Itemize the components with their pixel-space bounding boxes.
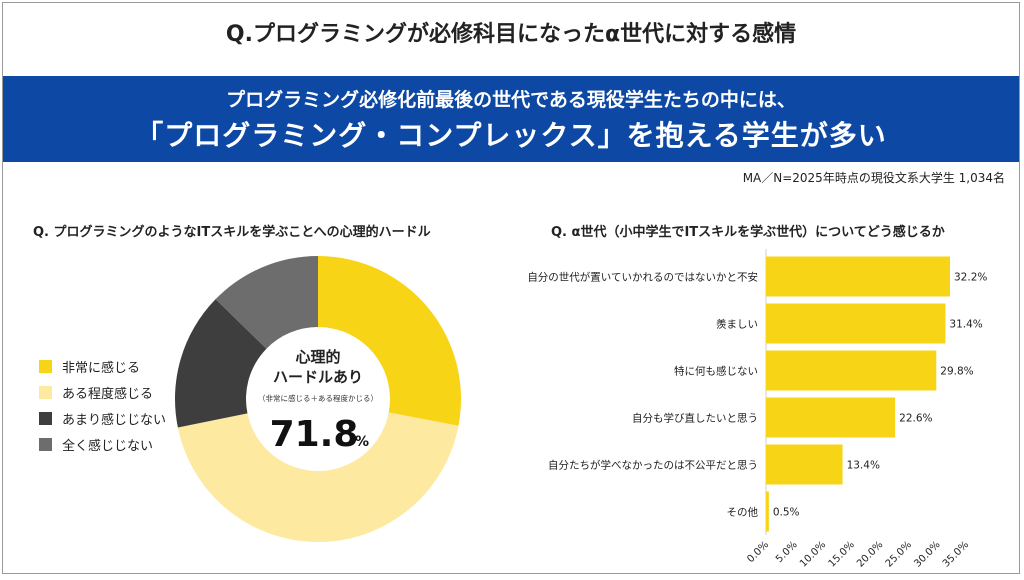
- bar-value-label: 13.4%: [847, 460, 880, 472]
- bar-chart: 自分の世代が置いていかれるのではないかと不安 32.2% 羨ましい 31.4% 特に何も…: [527, 249, 987, 570]
- x-tick-label: 5.0%: [774, 539, 800, 565]
- legend-swatch: [39, 437, 52, 451]
- bar-category-label: 自分も学び直したいと思う: [632, 412, 758, 425]
- legend-item: 全く感じじない: [39, 431, 166, 457]
- bar-value-label: 31.4%: [949, 319, 982, 331]
- x-tick-label: 30.0%: [912, 539, 942, 569]
- donut-slice-2: [177, 412, 459, 542]
- x-tick-label: 25.0%: [884, 539, 914, 569]
- banner-line-1: プログラミング必修化前最後の世代である現役学生たちの中には、: [226, 89, 796, 111]
- x-tick-label: 0.0%: [745, 539, 771, 565]
- banner-line-2: 「プログラミング・コンプレックス」を抱える学生が多い: [135, 119, 887, 152]
- x-tick-label: 35.0%: [941, 539, 971, 569]
- bar-category-label: 自分の世代が置いていかれるのではないかと不安: [527, 271, 758, 284]
- legend-swatch: [39, 411, 52, 425]
- donut-center-unit: %: [355, 434, 369, 450]
- legend-item: 非常に感じる: [39, 353, 166, 379]
- donut-center-value: 71.8: [270, 414, 359, 455]
- donut-slice-4: [215, 256, 318, 349]
- bar: [766, 350, 937, 391]
- legend-label: ある程度感じる: [62, 386, 154, 402]
- legend-label: 非常に感じる: [62, 360, 141, 376]
- donut-slice-1: [318, 256, 461, 426]
- donut-center-sub: （非常に感じる＋ある程度かじる）: [258, 393, 378, 403]
- bar-category-label: 特に何も感じない: [674, 365, 758, 378]
- bar-chart-title: Q. α世代（小中学生でITスキルを学ぶ世代）についてどう感じるか: [551, 225, 945, 240]
- bar: [766, 444, 843, 485]
- donut-center: [248, 329, 388, 469]
- sample-note: MA／N=2025年時点の現役文系大学生 1,034名: [742, 171, 1005, 185]
- donut-center-line-1: 心理的: [295, 348, 340, 366]
- x-tick-label: 10.0%: [798, 539, 828, 569]
- headline-banner: プログラミング必修化前最後の世代である現役学生たちの中には、 「プログラミング・…: [3, 76, 1019, 162]
- donut-center-line-2: ハードルあり: [273, 368, 363, 386]
- legend-label: あまり感じじない: [62, 412, 167, 428]
- bar-category-label: 羨ましい: [716, 318, 758, 331]
- x-tick-label: 15.0%: [827, 539, 857, 569]
- bar-value-label: 22.6%: [899, 413, 932, 425]
- page-title: Q.プログラミングが必修科目になったα世代に対する感情: [225, 22, 797, 47]
- bar-category-label: その他: [727, 506, 759, 519]
- bar-category-label: 自分たちが学べなかったのは不公平だと思う: [548, 459, 758, 472]
- bar: [766, 256, 950, 297]
- x-tick-label: 20.0%: [855, 539, 885, 569]
- bar-value-label: 29.8%: [940, 366, 973, 378]
- bar: [766, 491, 769, 532]
- legend-label: 全く感じじない: [62, 438, 154, 454]
- legend-item: ある程度感じる: [39, 379, 166, 405]
- donut-legend: 非常に感じる ある程度感じる あまり感じじない 全く感じじない: [39, 353, 166, 457]
- legend-swatch: [39, 385, 52, 399]
- legend-swatch: [39, 359, 52, 373]
- bar: [766, 303, 946, 344]
- bar: [766, 397, 896, 438]
- bar-value-label: 0.5%: [773, 507, 800, 519]
- bar-value-label: 32.2%: [954, 272, 987, 284]
- legend-item: あまり感じじない: [39, 405, 166, 431]
- donut-slice-3: [174, 299, 267, 428]
- donut-chart-title: Q. プログラミングのようなITスキルを学ぶことへの心理的ハードル: [33, 225, 431, 240]
